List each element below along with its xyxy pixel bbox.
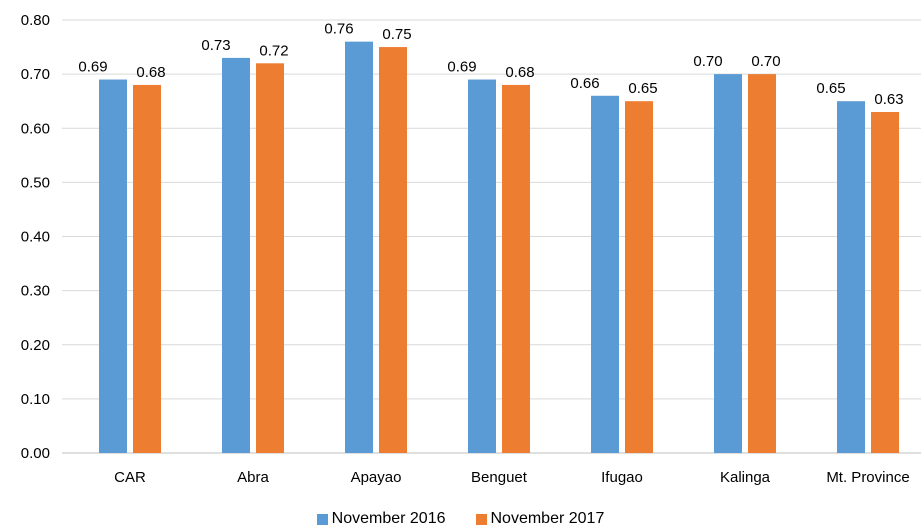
data-label: 0.76 bbox=[324, 21, 353, 38]
data-label: 0.69 bbox=[78, 59, 107, 76]
legend-label-series-1: November 2016 bbox=[331, 510, 446, 527]
legend: November 2016 November 2017 bbox=[0, 510, 921, 528]
y-tick-label: 0.80 bbox=[21, 12, 50, 29]
x-tick-label: Apayao bbox=[351, 469, 402, 486]
y-tick-label: 0.70 bbox=[21, 66, 50, 83]
data-label: 0.66 bbox=[570, 75, 599, 92]
data-label: 0.65 bbox=[816, 80, 845, 97]
bar-1 bbox=[591, 95, 619, 454]
bar-chart: 0.00 0.10 0.20 0.30 0.40 0.50 0.60 0.70 0.80 0.6… bbox=[21, 12, 921, 486]
y-tick-label: 0.00 bbox=[21, 445, 50, 462]
legend-item-series-2: November 2017 bbox=[475, 510, 605, 528]
bar-2 bbox=[871, 112, 899, 453]
data-label: 0.68 bbox=[136, 64, 165, 81]
bar-1 bbox=[714, 74, 742, 453]
x-tick-label: CAR bbox=[114, 469, 146, 486]
y-axis: 0.00 0.10 0.20 0.30 0.40 0.50 0.60 0.70 0.80 bbox=[21, 12, 50, 462]
y-tick-label: 0.60 bbox=[21, 120, 50, 137]
legend-label-series-2: November 2017 bbox=[490, 510, 605, 527]
x-tick-label: Abra bbox=[237, 469, 269, 486]
data-label: 0.63 bbox=[874, 91, 903, 108]
x-tick-label: Ifugao bbox=[601, 469, 643, 486]
data-label: 0.73 bbox=[201, 37, 230, 54]
y-tick-label: 0.40 bbox=[21, 229, 50, 246]
data-label: 0.75 bbox=[382, 26, 411, 43]
bar-1 bbox=[222, 57, 250, 453]
data-labels: 0.69 0.68 0.73 0.72 0.76 0.75 0.69 0.68 0.66 0.65… bbox=[78, 21, 903, 108]
bar-2 bbox=[748, 74, 776, 453]
legend-item-series-1: November 2016 bbox=[316, 510, 446, 528]
data-label: 0.68 bbox=[505, 64, 534, 81]
y-tick-label: 0.20 bbox=[21, 337, 50, 354]
x-axis: CAR Abra Apayao Benguet Ifugao Kalinga Mt. Pro… bbox=[114, 469, 910, 486]
legend-swatch-series-1 bbox=[316, 513, 328, 525]
y-tick-label: 0.30 bbox=[21, 283, 50, 300]
data-label: 0.72 bbox=[259, 42, 288, 59]
data-label: 0.69 bbox=[447, 59, 476, 76]
y-tick-label: 0.50 bbox=[21, 174, 50, 191]
bar-2 bbox=[625, 101, 653, 453]
y-tick-label: 0.10 bbox=[21, 391, 50, 408]
x-tick-label: Kalinga bbox=[720, 469, 771, 486]
data-label: 0.65 bbox=[628, 80, 657, 97]
bar-1 bbox=[99, 79, 127, 453]
bars bbox=[99, 41, 899, 454]
x-tick-label: Mt. Province bbox=[826, 469, 909, 486]
x-tick-label: Benguet bbox=[471, 469, 528, 486]
bar-1 bbox=[468, 79, 496, 453]
bar-1 bbox=[345, 41, 373, 454]
bar-2 bbox=[133, 84, 161, 453]
data-label: 0.70 bbox=[693, 53, 722, 70]
bar-1 bbox=[837, 101, 865, 453]
legend-swatch-series-2 bbox=[475, 513, 487, 525]
bar-2 bbox=[379, 47, 407, 453]
bar-2 bbox=[502, 84, 530, 453]
data-label: 0.70 bbox=[751, 53, 780, 70]
bar-2 bbox=[256, 63, 284, 454]
